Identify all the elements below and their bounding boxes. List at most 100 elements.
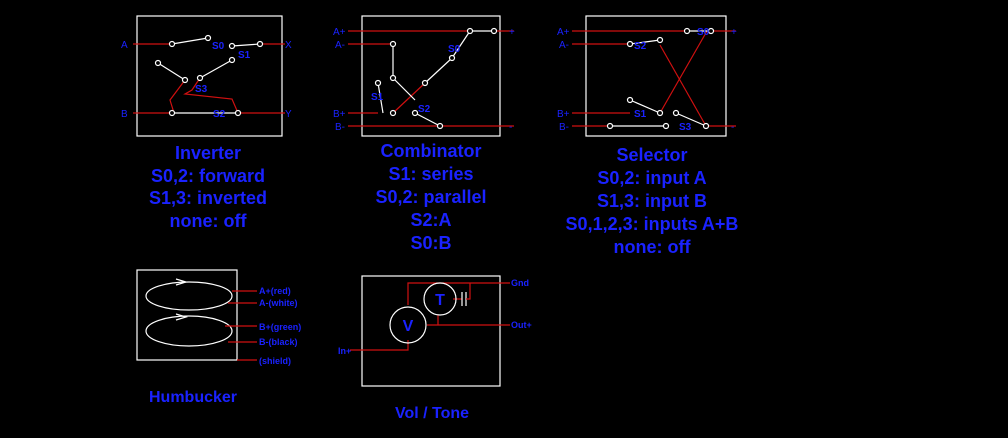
combinator-switch-label: S0 [448,44,461,55]
voltone-wire-in [350,340,409,351]
voltone-wire-gnd [407,282,510,305]
selector-pin-b-plus: B+ [557,109,570,120]
voltone-volume-pot [389,306,427,344]
selector-box [585,15,727,137]
selector-switch-label: S1 [634,109,647,120]
inverter-switch-s0-blade [171,37,209,45]
combinator-terminal [436,122,444,130]
selector-terminal [702,122,710,130]
selector-caption-title: Selector [616,145,687,165]
humbucker-coil-b-arrow-icon [175,313,189,321]
selector-s3-blade [675,112,707,127]
voltone-tone-pot [423,282,457,316]
selector-switch-label: S0 [697,27,710,38]
inverter-switch-s1-blade [231,43,261,47]
selector-switch-label: S3 [679,122,692,133]
inverter-terminal [228,56,236,64]
inverter-pin-x: X [285,40,292,51]
inverter-caption-line: none: off [170,211,248,231]
inverter-terminal [228,42,236,50]
selector-caption-line: S0,1,2,3: inputs A+B [566,214,739,234]
selector-terminal [672,109,680,117]
selector-pin-b-minus: B- [559,122,569,133]
inverter-pin-b: B [121,109,128,120]
combinator-terminal [466,27,474,35]
combinator-pin-a-plus: A+ [333,27,346,38]
inverter-pin-y: Y [285,109,292,120]
humbucker-coil-a [145,281,233,311]
combinator-caption-line: S1: series [388,164,473,184]
combinator-terminal [389,74,397,82]
selector-terminal [707,27,715,35]
selector-wire-cross-1 [659,44,707,127]
combinator-terminal [490,27,498,35]
inverter-terminal [256,40,264,48]
inverter-terminal [181,76,189,84]
combinator-caption-line: S2:A [410,210,451,230]
selector-terminal [606,122,614,130]
inverter-wire-cross-2 [183,77,239,114]
selector-caption-line: S1,3: input B [597,191,707,211]
combinator-s0-link [424,57,453,84]
combinator-pin-b-minus: B- [335,122,345,133]
combinator-terminal [411,109,419,117]
voltone-volume-symbol: V [403,318,414,335]
selector-pin-out-minus: - [731,122,734,133]
combinator-pin-b-plus: B+ [333,109,346,120]
inverter-terminal [168,109,176,117]
voltone-pin-in: In+ [338,346,351,356]
voltone-box [361,275,501,387]
humbucker-wire-label: A-(white) [259,298,298,308]
selector-terminal [656,109,664,117]
inverter-terminal [234,109,242,117]
selector-terminal [683,27,691,35]
combinator-terminal [374,79,382,87]
combinator-module: A+ A- B+ B- + - S0 S1 S2 Combinator S1: … [333,15,515,253]
combinator-terminal [421,79,429,87]
inverter-box [136,15,283,137]
combinator-terminal [448,54,456,62]
selector-terminal [662,122,670,130]
selector-module: A+ A- B+ B- + - S0 S1 S2 S3 Selector S0,… [557,15,739,257]
humbucker-coil-b [145,315,233,347]
selector-switch-label: S2 [634,41,647,52]
combinator-s2-bottom [414,112,441,127]
selector-caption-line: S0,2: input A [597,168,706,188]
inverter-wire-cross-1 [169,79,186,114]
voltone-module: V T Gnd Out+ In+ Vol / Tone [338,275,532,422]
selector-s1-blade [629,99,661,114]
combinator-s0-blade [451,30,471,59]
inverter-switch-s2-blade [199,59,233,79]
inverter-switch-label: S3 [195,84,208,95]
humbucker-caption: Humbucker [149,389,237,406]
combinator-pin-out-plus: + [509,27,515,38]
combinator-box [361,15,501,137]
combinator-s1-blade [377,82,384,114]
humbucker-coil-a-arrow-icon [175,278,189,286]
combinator-pin-a-minus: A- [335,40,345,51]
inverter-module: A B X Y S0 S1 S3 S2 Inverter S0,2: forwa… [121,15,292,231]
inverter-switch-label: S2 [213,109,226,120]
selector-pin-a-minus: A- [559,40,569,51]
combinator-switch-label: S1 [371,92,384,103]
combinator-caption-title: Combinator [381,141,482,161]
selector-wire-cross-2 [659,30,708,114]
inverter-caption-line: S0,2: forward [151,166,265,186]
inverter-caption-title: Inverter [175,143,241,163]
combinator-caption-line: S0:B [410,233,451,253]
selector-terminal [656,36,664,44]
inverter-switch-s3-blade [157,62,186,81]
selector-pin-a-plus: A+ [557,27,570,38]
inverter-pin-a: A [121,40,128,51]
combinator-pin-out-minus: - [509,122,512,133]
combinator-terminal [389,40,397,48]
selector-pin-out-plus: + [731,27,737,38]
humbucker-wire-label: B+(green) [259,322,301,332]
humbucker-module: A+(red) A-(white) B+(green) B-(black) (s… [136,269,301,406]
inverter-caption-line: S1,3: inverted [149,188,267,208]
selector-terminal [626,40,634,48]
humbucker-wire-label: (shield) [259,356,291,366]
combinator-caption-line: S0,2: parallel [375,187,486,207]
combinator-wire-series [392,82,426,114]
